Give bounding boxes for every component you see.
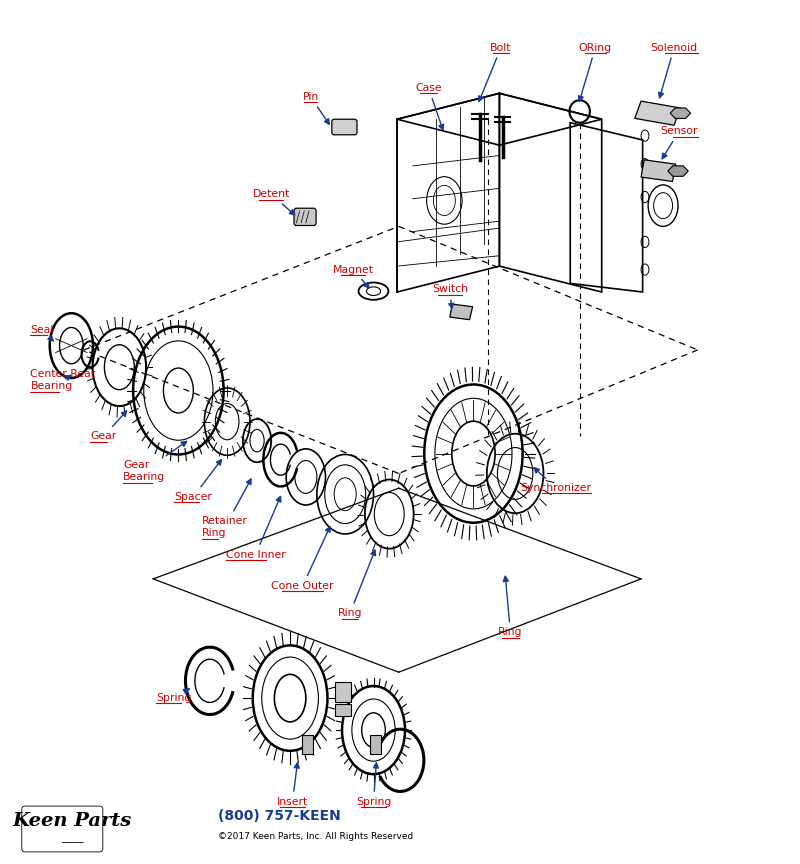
- Text: ORing: ORing: [578, 42, 612, 101]
- Text: Center Rear
Bearing: Center Rear Bearing: [30, 370, 96, 391]
- FancyBboxPatch shape: [302, 735, 313, 754]
- Text: Spacer: Spacer: [174, 460, 222, 502]
- Polygon shape: [670, 108, 690, 118]
- Text: Solenoid: Solenoid: [650, 42, 698, 98]
- Text: Synchronizer: Synchronizer: [521, 467, 591, 493]
- Polygon shape: [450, 304, 473, 320]
- Text: Keen Parts: Keen Parts: [13, 812, 132, 829]
- FancyBboxPatch shape: [294, 208, 316, 226]
- Text: Gear
Bearing: Gear Bearing: [123, 442, 186, 482]
- FancyBboxPatch shape: [335, 704, 350, 716]
- Text: Switch: Switch: [432, 284, 468, 308]
- Text: Seal: Seal: [30, 325, 54, 341]
- Text: Detent: Detent: [253, 189, 294, 215]
- Text: ____: ____: [61, 833, 83, 843]
- Text: (800) 757-KEEN: (800) 757-KEEN: [218, 810, 341, 823]
- Text: Cone Outer: Cone Outer: [271, 527, 334, 591]
- Text: Spring: Spring: [356, 763, 391, 807]
- Text: Spring: Spring: [156, 689, 192, 703]
- Polygon shape: [641, 160, 676, 181]
- Text: Magnet: Magnet: [333, 264, 374, 288]
- Text: Pin: Pin: [302, 92, 330, 124]
- Text: Gear: Gear: [90, 411, 126, 442]
- FancyBboxPatch shape: [370, 735, 382, 754]
- Polygon shape: [668, 166, 688, 176]
- FancyBboxPatch shape: [332, 119, 357, 135]
- Text: Retainer
Ring: Retainer Ring: [202, 479, 251, 537]
- Text: Case: Case: [415, 83, 444, 130]
- Text: Cone Inner: Cone Inner: [226, 497, 286, 560]
- Polygon shape: [634, 101, 680, 125]
- Text: Bolt: Bolt: [478, 42, 512, 101]
- Text: Ring: Ring: [498, 576, 522, 638]
- Text: ©2017 Keen Parts, Inc. All Rights Reserved: ©2017 Keen Parts, Inc. All Rights Reserv…: [218, 832, 413, 841]
- FancyBboxPatch shape: [335, 682, 350, 702]
- Text: Sensor: Sensor: [660, 126, 698, 159]
- Text: Ring: Ring: [338, 550, 375, 619]
- Text: Insert: Insert: [277, 763, 308, 807]
